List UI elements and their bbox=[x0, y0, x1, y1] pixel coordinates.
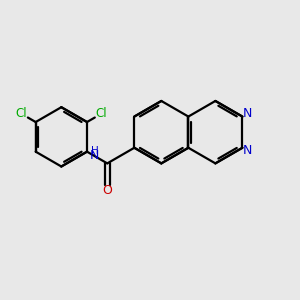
Text: N: N bbox=[242, 144, 252, 157]
Text: Cl: Cl bbox=[16, 107, 27, 120]
Text: O: O bbox=[102, 184, 112, 197]
Text: H: H bbox=[91, 146, 99, 156]
Text: Cl: Cl bbox=[95, 107, 107, 120]
Text: N: N bbox=[242, 107, 252, 120]
Text: N: N bbox=[90, 149, 100, 162]
